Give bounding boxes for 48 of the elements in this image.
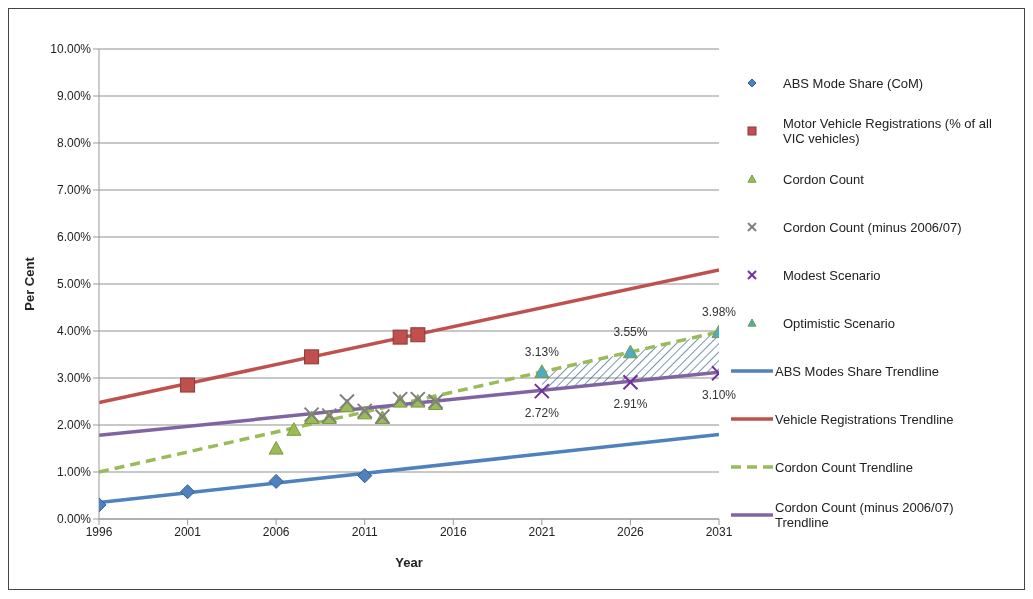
point <box>410 327 426 343</box>
point <box>357 468 373 484</box>
point <box>304 349 320 365</box>
data-label: 3.98% <box>701 304 737 319</box>
point <box>622 344 638 359</box>
legend-label: ABS Modes Share Trendline <box>775 363 940 379</box>
x-tick-label: 1996 <box>85 524 113 539</box>
point <box>286 422 302 436</box>
legend-label: Modest Scenario <box>783 267 881 283</box>
x-tick-label: 2026 <box>617 524 645 539</box>
y-axis-title: Per Cent <box>21 256 37 311</box>
legend-label: Vehicle Registrations Trendline <box>775 411 954 427</box>
point <box>392 329 408 345</box>
point <box>180 484 196 500</box>
data-label: 2.91% <box>613 397 648 412</box>
legend-label: ABS Mode Share (CoM) <box>783 75 924 91</box>
x-tick-label: 2016 <box>439 524 467 539</box>
x-axis-title: Year <box>395 555 423 570</box>
y-tick-label: 7.00% <box>56 183 92 198</box>
legend-label: Cordon Count <box>783 171 864 187</box>
legend-label: Optimistic Scenario <box>783 315 895 331</box>
data-label: 3.13% <box>524 344 560 359</box>
x-tick-label: 2031 <box>705 524 733 539</box>
y-tick-label: 0.00% <box>56 512 92 527</box>
y-tick-label: 4.00% <box>56 324 92 339</box>
data-label: 3.10% <box>701 388 737 403</box>
y-tick-label: 6.00% <box>56 230 92 245</box>
legend-label: Cordon Count Trendline <box>775 459 914 475</box>
data-label: 3.55% <box>613 325 648 340</box>
x-tick-label: 2021 <box>528 524 556 539</box>
point <box>180 377 196 393</box>
y-tick-label: 3.00% <box>56 371 92 386</box>
data-label: 2.72% <box>524 406 560 421</box>
point <box>268 473 284 489</box>
point <box>534 364 550 378</box>
point <box>268 441 284 455</box>
legend-label: Cordon Count (minus 2006/07) Trendline <box>775 500 955 530</box>
y-tick-label: 8.00% <box>56 136 92 151</box>
y-tick-label: 2.00% <box>56 418 92 433</box>
x-tick-label: 2006 <box>262 524 290 539</box>
legend-label: Motor Vehicle Registrations (% of all VIC vehicles) <box>783 116 993 146</box>
y-tick-label: 5.00% <box>56 277 92 292</box>
y-tick-label: 1.00% <box>56 465 92 480</box>
y-tick-label: 10.00% <box>50 42 92 57</box>
x-tick-label: 2001 <box>174 524 202 539</box>
x-tick-label: 2011 <box>351 524 378 539</box>
y-tick-label: 9.00% <box>56 89 92 104</box>
legend-label: Cordon Count (minus 2006/07) <box>783 219 962 235</box>
